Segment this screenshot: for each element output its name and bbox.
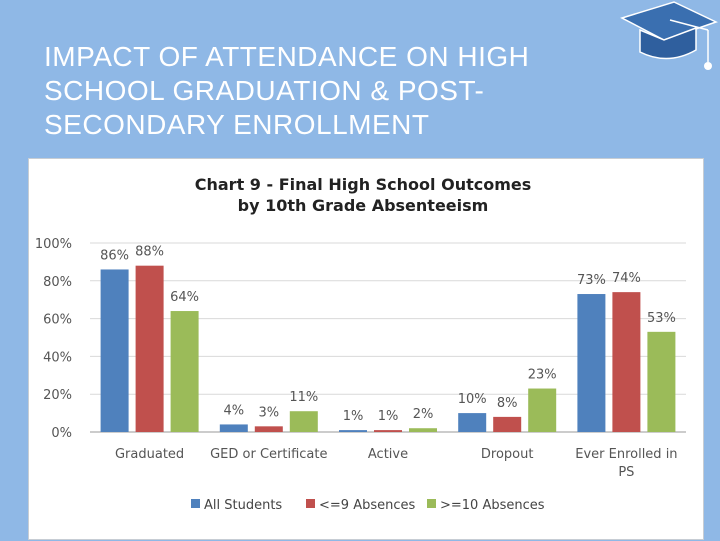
data-label: 10% bbox=[458, 392, 487, 407]
data-label: 74% bbox=[612, 271, 641, 286]
y-tick-label: 40% bbox=[43, 350, 72, 365]
y-tick-label: 80% bbox=[43, 275, 72, 290]
bar bbox=[219, 424, 248, 432]
data-label: 53% bbox=[647, 311, 676, 326]
data-label: 1% bbox=[343, 409, 364, 424]
bar bbox=[254, 426, 283, 432]
legend-label: All Students bbox=[204, 498, 282, 513]
data-label: 64% bbox=[170, 290, 199, 305]
bar bbox=[577, 294, 606, 432]
bar bbox=[100, 269, 129, 432]
bar bbox=[339, 430, 367, 432]
category-label: Active bbox=[368, 447, 408, 462]
bar-chart: Chart 9 - Final High School Outcomes by 1… bbox=[35, 175, 686, 513]
category-label: GED or Certificate bbox=[210, 447, 327, 462]
data-label: 86% bbox=[100, 248, 129, 263]
slide-title: IMPACT OF ATTENDANCE ON HIGH SCHOOL GRAD… bbox=[44, 41, 530, 140]
data-label: 88% bbox=[135, 245, 164, 260]
bar bbox=[289, 411, 318, 432]
data-label: 23% bbox=[528, 368, 557, 383]
graduation-cap-icon bbox=[620, 1, 718, 70]
data-label: 8% bbox=[497, 396, 518, 411]
data-label: 73% bbox=[577, 273, 606, 288]
bar bbox=[409, 428, 437, 432]
legend-label: >=10 Absences bbox=[440, 498, 545, 513]
bar bbox=[493, 416, 522, 432]
data-label: 11% bbox=[289, 390, 318, 405]
data-label: 3% bbox=[258, 405, 279, 420]
y-tick-label: 60% bbox=[43, 313, 72, 328]
y-tick-label: 100% bbox=[35, 237, 72, 252]
legend-swatch bbox=[306, 499, 315, 508]
legend-swatch bbox=[427, 499, 436, 508]
category-label: Graduated bbox=[115, 447, 184, 462]
chart-title-line: by 10th Grade Absenteeism bbox=[238, 196, 489, 215]
chart-title-line: Chart 9 - Final High School Outcomes bbox=[195, 175, 532, 194]
bar bbox=[612, 292, 641, 432]
y-tick-label: 20% bbox=[43, 388, 72, 403]
bar bbox=[458, 413, 487, 432]
data-label: 4% bbox=[223, 403, 244, 418]
data-label: 1% bbox=[378, 409, 399, 424]
category-label: Dropout bbox=[481, 447, 534, 462]
y-tick-label: 0% bbox=[51, 426, 72, 441]
legend-swatch bbox=[191, 499, 200, 508]
bar bbox=[647, 331, 676, 432]
bar bbox=[374, 430, 402, 432]
bar bbox=[528, 388, 557, 432]
legend-label: <=9 Absences bbox=[319, 498, 415, 513]
data-label: 2% bbox=[413, 407, 434, 422]
bar bbox=[170, 311, 199, 432]
chart-panel: Chart 9 - Final High School Outcomes by 1… bbox=[28, 158, 704, 540]
bar bbox=[135, 265, 164, 432]
category-label: Ever Enrolled in PS bbox=[575, 447, 677, 480]
